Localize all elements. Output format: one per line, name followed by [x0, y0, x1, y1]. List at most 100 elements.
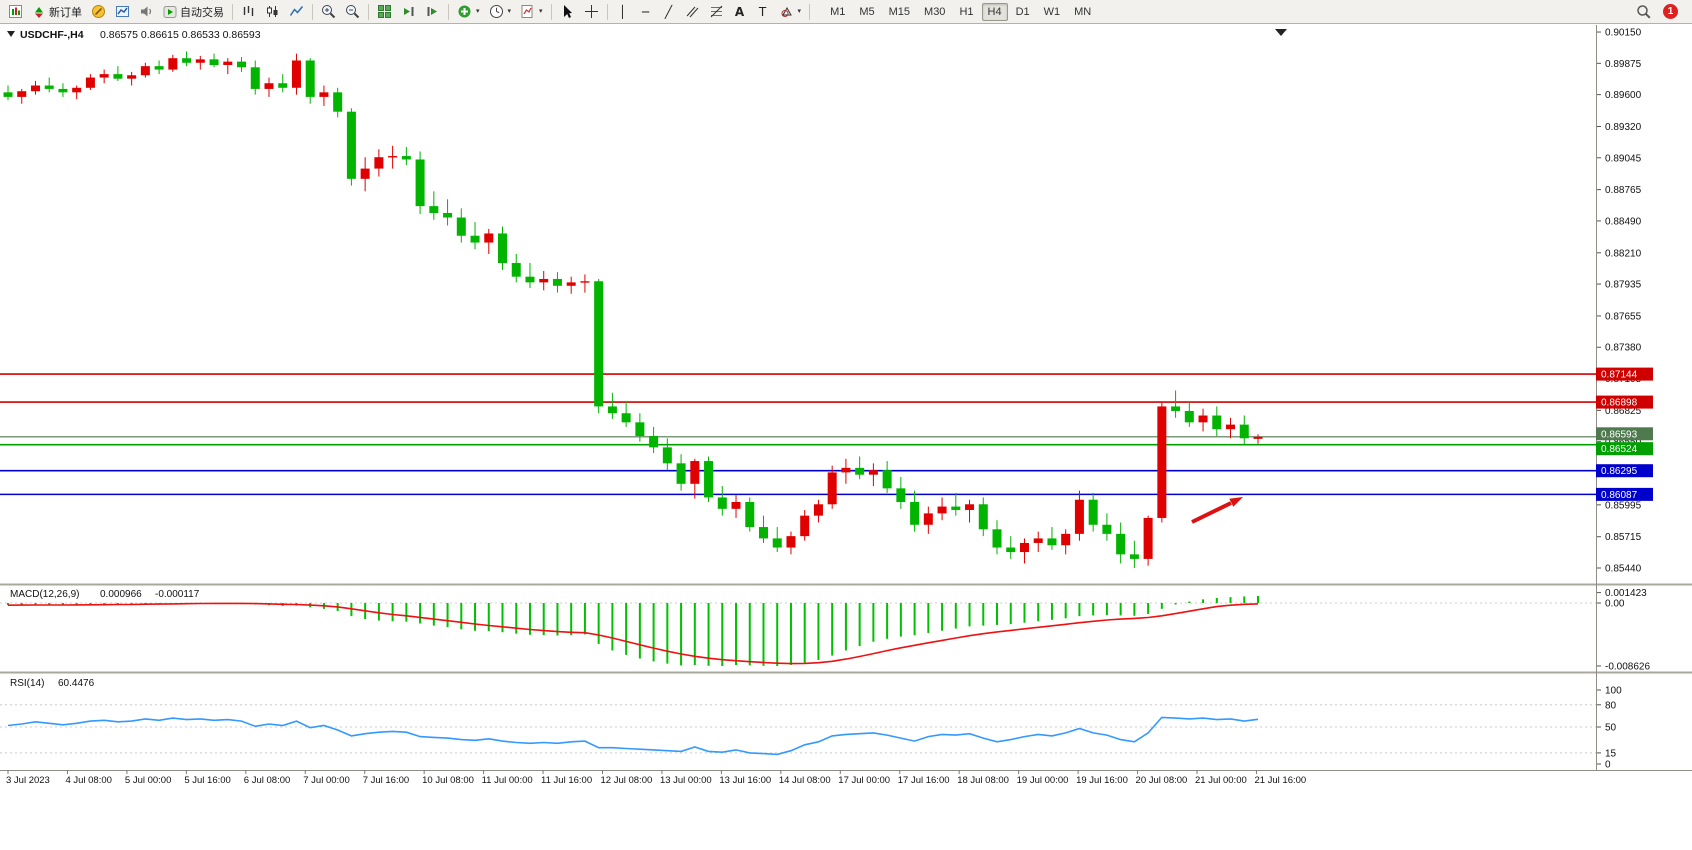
shapes-tool-button[interactable]: ▾	[775, 2, 806, 22]
candle-body	[992, 529, 1002, 548]
candle-body	[1006, 547, 1016, 553]
horizontal-line-tool-button[interactable]: ─	[635, 2, 657, 22]
new-order-button[interactable]: 新订单	[28, 2, 86, 22]
horizontal-line-icon: ─	[641, 4, 650, 19]
search-icon	[1637, 4, 1651, 19]
candle-body	[621, 413, 631, 423]
line-chart-button[interactable]	[285, 2, 308, 22]
candle-body	[813, 504, 823, 516]
svg-text:0.86898: 0.86898	[1601, 398, 1638, 409]
symbol-menu-icon[interactable]	[7, 31, 15, 37]
candle-body	[717, 497, 727, 509]
clock-icon	[489, 5, 503, 18]
timeframe-button-h1[interactable]: H1	[959, 5, 974, 18]
candle-body	[800, 515, 810, 537]
candle-body	[291, 60, 301, 88]
text-tool-button[interactable]: A	[729, 2, 751, 22]
candle-body	[525, 276, 535, 283]
timeframe-button-w1[interactable]: W1	[1043, 5, 1061, 18]
candle-body	[113, 74, 123, 79]
channel-tool-button[interactable]	[681, 2, 704, 22]
candle-body	[662, 447, 672, 464]
autotrading-button[interactable]: 自动交易	[159, 2, 228, 22]
price-tick-label: 0.85715	[1605, 532, 1642, 543]
candle-body	[99, 74, 109, 78]
price-tick-label: 0.86825	[1605, 406, 1642, 417]
timeframe-button-m30[interactable]: M30	[924, 5, 946, 18]
timeframe-button-m5[interactable]: M5	[859, 5, 875, 18]
candle-body	[1074, 499, 1084, 534]
macd-tick-label: -0.008626	[1605, 661, 1650, 672]
svg-text:0.86593: 0.86593	[1601, 429, 1638, 440]
mql5-community-button[interactable]	[87, 2, 110, 22]
templates-button[interactable]: ▾	[516, 2, 547, 22]
text-label-tool-button[interactable]: T	[752, 2, 774, 22]
periods-button[interactable]: ▾	[485, 2, 516, 22]
time-axis[interactable]: 3 Jul 2023 4 Jul 08:00 5 Jul 00:00 5 Jul 16…	[6, 770, 1306, 786]
candle-body	[745, 502, 755, 528]
auto-scroll-button[interactable]	[397, 2, 420, 22]
fibonacci-tool-button[interactable]	[705, 2, 728, 22]
zoom-out-button[interactable]	[341, 2, 364, 22]
timeframe-button-h4[interactable]: H4	[981, 2, 1008, 21]
timeframe-toolbar: M1 M5 M15 M30 H1 H4 D1 W1 MN	[824, 2, 1097, 21]
timeframe-button-m15[interactable]: M15	[888, 5, 911, 18]
candle-body	[1033, 538, 1043, 543]
chart-shift-button[interactable]	[421, 2, 444, 22]
candle-body	[470, 235, 480, 243]
trend-arrow-annotation[interactable]	[1191, 497, 1243, 524]
candle-body	[1171, 406, 1181, 411]
candle-body	[649, 436, 659, 448]
rsi-tick-label: 50	[1605, 723, 1617, 734]
chart-ohlc-values: 0.86575 0.86615 0.86533 0.86593	[100, 29, 261, 41]
time-label: 5 Jul 00:00	[125, 775, 171, 786]
vertical-line-tool-button[interactable]: │	[612, 2, 634, 22]
candle-body	[1253, 436, 1263, 439]
candle-body	[1061, 533, 1071, 546]
candle-body	[305, 60, 315, 97]
search-button[interactable]	[1632, 2, 1656, 22]
axis-price-flag-0.86524: 0.86524	[1596, 442, 1653, 456]
toolbar-separator	[809, 3, 811, 20]
template-icon	[521, 5, 533, 18]
crosshair-icon	[584, 5, 598, 18]
time-label: 11 Jul 16:00	[541, 775, 592, 786]
macd-signal-line	[7, 602, 1259, 665]
trendline-tool-button[interactable]: ╱	[658, 2, 680, 22]
axis-price-flag-0.86593: 0.86593	[1596, 427, 1653, 441]
time-label: 4 Jul 08:00	[65, 775, 111, 786]
bar-chart-button[interactable]	[237, 2, 260, 22]
cursor-button[interactable]	[556, 2, 579, 22]
candlestick-chart-button[interactable]	[261, 2, 284, 22]
candle-body	[360, 168, 370, 179]
candle-body	[937, 506, 947, 514]
macd-tick-label: 0.00	[1605, 599, 1625, 610]
time-label: 21 Jul 00:00	[1195, 775, 1247, 786]
timeframe-button-m1[interactable]: M1	[830, 5, 846, 18]
candle-body	[484, 233, 494, 243]
candle-body	[607, 406, 617, 414]
price-tick-label: 0.87655	[1605, 311, 1642, 322]
new-chart-button[interactable]	[4, 2, 27, 22]
market-watch-button[interactable]	[111, 2, 134, 22]
tile-windows-button[interactable]	[373, 2, 396, 22]
candle-body	[17, 91, 27, 97]
timeframe-button-d1[interactable]: D1	[1015, 5, 1030, 18]
price-tick-label: 0.85440	[1605, 564, 1642, 575]
zoom-in-button[interactable]	[317, 2, 340, 22]
candle-body	[140, 66, 150, 76]
timeframe-button-mn[interactable]: MN	[1074, 5, 1092, 18]
alerts-button[interactable]	[135, 2, 158, 22]
notification-badge[interactable]: 1	[1663, 4, 1678, 19]
candle-body	[1212, 415, 1222, 430]
indicators-button[interactable]: ▾	[453, 2, 484, 22]
candle-body	[346, 111, 356, 179]
candle-body	[72, 87, 82, 93]
candle-body	[566, 282, 576, 286]
toolbar-separator	[232, 3, 233, 20]
candle-body	[1102, 524, 1112, 534]
candle-body	[223, 61, 233, 66]
svg-text:0.86295: 0.86295	[1601, 466, 1638, 477]
crosshair-button[interactable]	[580, 2, 603, 22]
